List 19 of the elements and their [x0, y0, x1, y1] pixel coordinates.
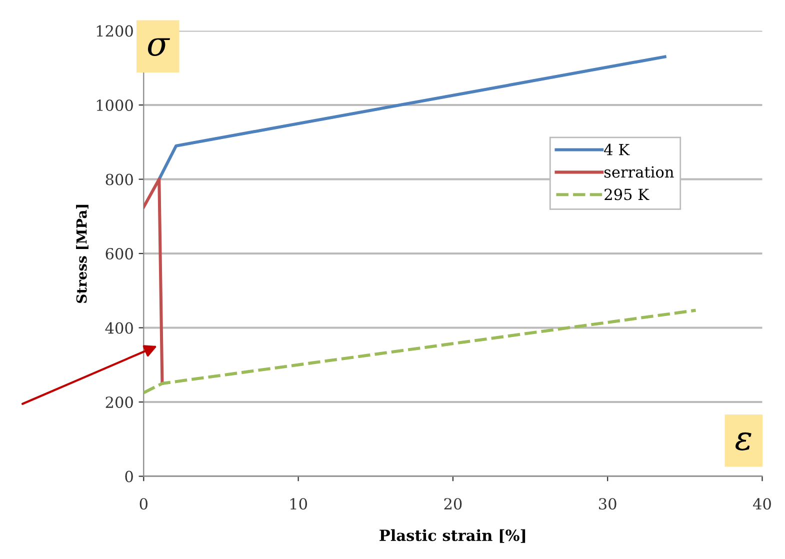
- x-axis-title: Plastic strain [%]: [380, 529, 526, 543]
- y-tick-label: 1200: [96, 25, 133, 37]
- legend-label: serration: [604, 166, 674, 178]
- x-tick-label: 20: [444, 498, 462, 510]
- x-tick-label: 40: [752, 498, 771, 510]
- y-tick-label: 800: [106, 174, 133, 186]
- y-tick-label: 600: [106, 248, 133, 260]
- x-tick-label: 10: [290, 498, 308, 510]
- annotation: ε: [736, 432, 752, 450]
- legend-label: 295 K: [604, 188, 650, 200]
- annotation: σ: [148, 38, 170, 56]
- y-tick-label: 1000: [96, 99, 133, 112]
- x-tick-label: 30: [599, 498, 616, 510]
- x-tick-label: 0: [140, 498, 148, 510]
- y-tick-label: 200: [106, 396, 133, 408]
- y-axis-title: Stress [MPa]: [76, 204, 88, 303]
- y-tick-label: 0: [125, 470, 133, 482]
- y-tick-label: 400: [105, 322, 133, 334]
- legend-label: 4 K: [604, 144, 630, 156]
